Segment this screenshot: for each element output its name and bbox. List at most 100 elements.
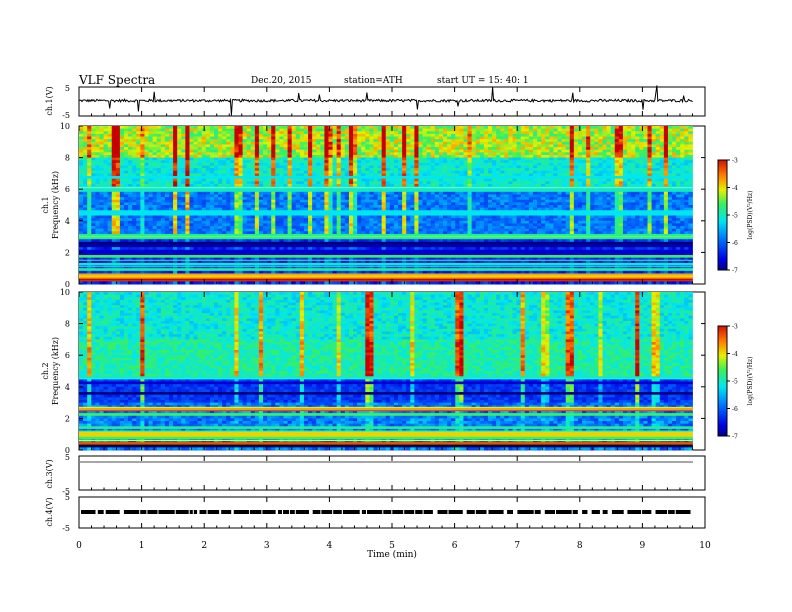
spectrogram-cell bbox=[103, 141, 109, 145]
spectrogram-cell bbox=[299, 178, 305, 182]
spectrogram-cell bbox=[136, 139, 141, 143]
spectrogram-cell bbox=[87, 149, 92, 153]
spectrogram-cell bbox=[312, 199, 317, 203]
spectrogram-cell bbox=[324, 160, 329, 164]
spectrogram-cell bbox=[606, 128, 612, 132]
spectrogram-cell bbox=[467, 136, 473, 140]
spectrogram-cell bbox=[483, 170, 489, 174]
spectrogram-cell bbox=[340, 165, 346, 169]
spectrogram-cell bbox=[173, 136, 178, 140]
spectrogram-cell bbox=[438, 199, 444, 203]
spectrogram-cell bbox=[148, 189, 154, 193]
spectrogram-cell bbox=[443, 183, 448, 187]
spectrogram-cell bbox=[177, 165, 182, 169]
spectrogram-cell bbox=[537, 178, 542, 182]
spectrogram-cell bbox=[254, 205, 260, 209]
spectrogram-cell bbox=[308, 178, 313, 182]
spectrogram-cell bbox=[672, 202, 677, 206]
spectrogram-cell bbox=[647, 189, 652, 193]
spectrogram-cell bbox=[283, 170, 288, 174]
spectrogram-cell bbox=[152, 133, 158, 137]
spectrogram-cell bbox=[610, 162, 616, 166]
spectrogram-cell bbox=[569, 202, 575, 206]
spectrogram-cell bbox=[205, 202, 211, 206]
spectrogram-cell bbox=[275, 183, 280, 187]
spectrogram-cell bbox=[631, 202, 636, 206]
spectrogram-cell bbox=[230, 178, 235, 182]
spectrogram-cell bbox=[639, 152, 644, 156]
spectrogram-cell bbox=[422, 152, 428, 156]
spectrogram-cell bbox=[455, 131, 460, 135]
spectrogram-cell bbox=[545, 141, 550, 145]
date-label: Dec.20, 2015 bbox=[251, 76, 312, 86]
spectrogram-cell bbox=[205, 199, 211, 203]
spectrogram-cell bbox=[418, 131, 423, 135]
spectrogram-cell bbox=[627, 178, 632, 182]
spectrogram-cell bbox=[115, 199, 121, 203]
spectrogram-cell bbox=[443, 202, 448, 206]
spectrogram-cell bbox=[635, 165, 640, 169]
spectrogram-cell bbox=[361, 152, 366, 156]
spectrogram-cell bbox=[430, 202, 436, 206]
spectrogram-cell bbox=[275, 147, 280, 151]
spectrogram-cell bbox=[238, 205, 243, 209]
spectrogram-cell bbox=[246, 139, 252, 143]
spectrogram-cell bbox=[324, 165, 329, 169]
spectrogram-cell bbox=[586, 136, 591, 140]
spectrogram-cell bbox=[520, 136, 526, 140]
spectrogram-cell bbox=[688, 210, 693, 214]
spectrogram-cell bbox=[573, 141, 579, 145]
spectrogram-cell bbox=[524, 199, 530, 203]
spectrogram-cell bbox=[602, 133, 607, 137]
spectrogram-cell bbox=[426, 160, 432, 164]
spectrogram-cell bbox=[434, 131, 440, 135]
spectrogram-cell bbox=[434, 199, 440, 203]
spectrogram-cell bbox=[242, 133, 248, 137]
spectrogram-cell bbox=[463, 197, 468, 201]
spectrogram-cell bbox=[434, 160, 440, 164]
spectrogram-cell bbox=[299, 165, 305, 169]
spectrogram-cell bbox=[500, 178, 505, 182]
spectrogram-cell bbox=[103, 202, 109, 206]
spectrogram-cell bbox=[164, 147, 170, 151]
spectrogram-cell bbox=[524, 133, 530, 137]
spectrogram-cell bbox=[594, 173, 599, 177]
spectrogram-cell bbox=[635, 147, 640, 151]
spectrogram-cell bbox=[95, 202, 100, 206]
spectrogram-cell bbox=[344, 173, 350, 177]
spectrogram-cell bbox=[377, 199, 383, 203]
spectrogram-cell bbox=[438, 152, 444, 156]
spectrogram-cell bbox=[532, 136, 538, 140]
spectrogram-cell bbox=[590, 194, 595, 198]
spectrogram-cell bbox=[635, 131, 640, 135]
spectrogram-cell bbox=[173, 189, 178, 193]
spectrogram-cell bbox=[111, 157, 117, 161]
spectrogram-cell bbox=[487, 194, 493, 198]
spectrogram-cell bbox=[672, 207, 677, 211]
spectrogram-cell bbox=[271, 144, 276, 148]
spectrogram-cell bbox=[643, 191, 648, 195]
spectrogram-cell bbox=[136, 168, 141, 172]
spectrogram-cell bbox=[393, 133, 399, 137]
spectrogram-cell bbox=[418, 154, 423, 158]
spectrogram-cell bbox=[402, 133, 407, 137]
spectrogram-cell bbox=[299, 126, 305, 130]
spectrogram-cell bbox=[181, 194, 186, 198]
spectrogram-cell bbox=[524, 162, 530, 166]
spectrogram-cell bbox=[402, 178, 407, 182]
spectrogram-cell bbox=[336, 136, 342, 140]
spectrogram-cell bbox=[426, 162, 432, 166]
spectrogram-cell bbox=[156, 147, 162, 151]
spectrogram-cell bbox=[258, 131, 264, 135]
spectrogram-cell bbox=[189, 168, 194, 172]
spectrogram-cell bbox=[389, 189, 395, 193]
spectrogram-cell bbox=[164, 176, 170, 180]
spectrogram-cell bbox=[308, 141, 313, 145]
spectrogram-cell bbox=[438, 157, 444, 161]
spectrogram-cell bbox=[622, 149, 628, 153]
spectrogram-cell bbox=[377, 189, 383, 193]
spectrogram-cell bbox=[541, 173, 546, 177]
spectrogram-cell bbox=[369, 154, 374, 158]
spectrogram-cell bbox=[434, 147, 440, 151]
spectrogram-cell bbox=[115, 205, 121, 209]
